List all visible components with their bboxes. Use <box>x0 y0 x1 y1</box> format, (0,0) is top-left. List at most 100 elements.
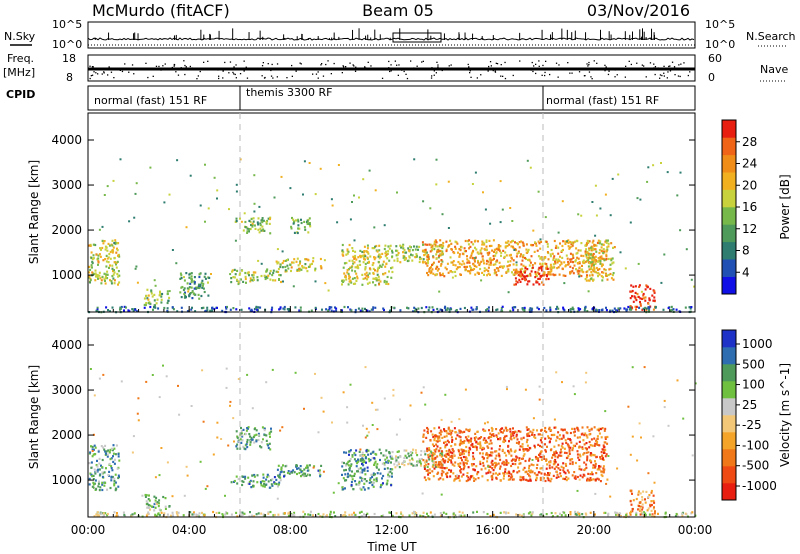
vel-echo-cell <box>507 444 510 447</box>
power-echo-cell <box>555 258 558 261</box>
power-echo-cell <box>235 220 238 223</box>
vel-echo-cell <box>97 450 100 453</box>
power-echo-cell <box>580 254 583 257</box>
nave-point <box>175 71 177 73</box>
power-echo-cell <box>403 255 406 258</box>
power-echo-cell <box>599 259 602 263</box>
power-echo-cell <box>190 279 193 282</box>
power-echo-cell <box>483 243 485 246</box>
vel-echo-cell <box>422 433 425 436</box>
vel-echo-cell <box>505 460 508 463</box>
vel-echo-cell <box>594 478 597 481</box>
power-echo-cell <box>600 246 603 249</box>
nave-point <box>158 65 160 68</box>
power-echo-cell <box>373 247 376 250</box>
power-echo-cell <box>439 254 442 257</box>
vel-echo-cell <box>445 512 448 515</box>
power-echo-cell <box>94 279 97 282</box>
power-echo-cell <box>383 308 385 312</box>
power-echo-cell <box>383 247 386 251</box>
vel-echo-cell <box>518 448 521 451</box>
power-echo-cell <box>306 222 309 225</box>
power-echo-cell <box>602 257 605 260</box>
power-echo-cell <box>426 243 429 246</box>
vel-echo-cell <box>354 480 357 483</box>
power-echo-cell <box>641 297 644 300</box>
vel-echo-cell <box>509 448 512 451</box>
power-echo-cell <box>693 285 696 288</box>
vel-echo-cell <box>367 457 370 461</box>
nave-point <box>103 71 105 73</box>
power-echo-cell <box>185 226 188 229</box>
power-echo-cell <box>200 307 203 310</box>
power-echo-cell <box>383 279 386 283</box>
power-echo-cell <box>635 299 638 302</box>
power-echo-cell <box>485 309 488 312</box>
power-echo-cell <box>612 272 615 275</box>
power-echo-cell <box>396 191 398 194</box>
power-echo-cell <box>575 268 577 271</box>
power-echo-cell <box>97 257 100 260</box>
vel-echo-cell <box>375 480 378 483</box>
vel-echo-cell <box>398 463 400 466</box>
vel-echo-cell <box>490 454 493 457</box>
power-echo-cell <box>246 230 249 233</box>
nave-point <box>604 70 606 72</box>
vel-echo-cell <box>153 509 156 512</box>
vel-echo-cell <box>565 464 568 467</box>
vel-echo-cell <box>474 439 476 442</box>
power-echo-cell <box>361 283 364 286</box>
power-echo-cell <box>649 287 652 290</box>
nave-point <box>544 74 546 77</box>
power-echo-cell <box>512 306 515 309</box>
power-echo-cell <box>518 246 521 249</box>
power-echo-cell <box>427 274 430 277</box>
power-echo-cell <box>240 220 243 223</box>
vel-echo-cell <box>483 457 485 460</box>
vel-echo-cell <box>580 468 583 471</box>
power-echo-cell <box>343 272 346 275</box>
power-echo-cell <box>353 277 356 280</box>
power-echo-cell <box>454 274 457 278</box>
vel-echo-cell <box>467 466 470 469</box>
power-echo-cell <box>385 280 388 283</box>
vel-echo-cell <box>585 466 588 469</box>
vel-echo-cell <box>387 475 390 478</box>
vel-echo-cell <box>95 470 98 473</box>
power-echo-cell <box>447 180 450 183</box>
power-echo-cell <box>347 268 350 271</box>
vel-echo-cell <box>152 505 155 508</box>
vel-echo-cell <box>474 478 477 481</box>
power-echo-cell <box>597 239 600 242</box>
vel-echo-cell <box>154 499 157 502</box>
vel-echo-cell <box>154 513 157 516</box>
vel-echo-cell <box>475 465 478 468</box>
vel-echo-cell <box>643 511 645 514</box>
power-echo-cell <box>490 244 493 247</box>
power-echo-cell <box>446 307 449 310</box>
power-echo-cell <box>180 306 183 309</box>
vel-echo-cell <box>444 440 447 444</box>
power-echo-cell <box>523 277 526 280</box>
power-echo-cell <box>530 270 533 273</box>
power-echo-cell <box>180 274 183 277</box>
power-echo-cell <box>251 225 254 228</box>
power-echo-cell <box>631 289 634 293</box>
power-echo-cell <box>384 244 387 247</box>
vel-echo-cell <box>428 468 431 471</box>
vel-echo-cell <box>577 429 580 432</box>
vel-echo-cell <box>653 501 656 504</box>
vel-echo-cell <box>502 477 505 480</box>
power-echo-cell <box>305 267 308 270</box>
power-echo-cell <box>427 309 430 312</box>
vel-echo-cell <box>650 500 653 503</box>
vel-ytick-label: 3000 <box>51 383 82 397</box>
power-echo-cell <box>501 266 504 269</box>
power-echo-cell <box>183 287 186 290</box>
vel-echo-cell <box>369 477 372 480</box>
power-echo-cell <box>524 279 527 282</box>
vel-echo-cell <box>306 464 309 467</box>
power-echo-cell <box>180 296 183 299</box>
vel-echo-cell <box>499 465 502 468</box>
vel-echo-cell <box>294 371 297 374</box>
